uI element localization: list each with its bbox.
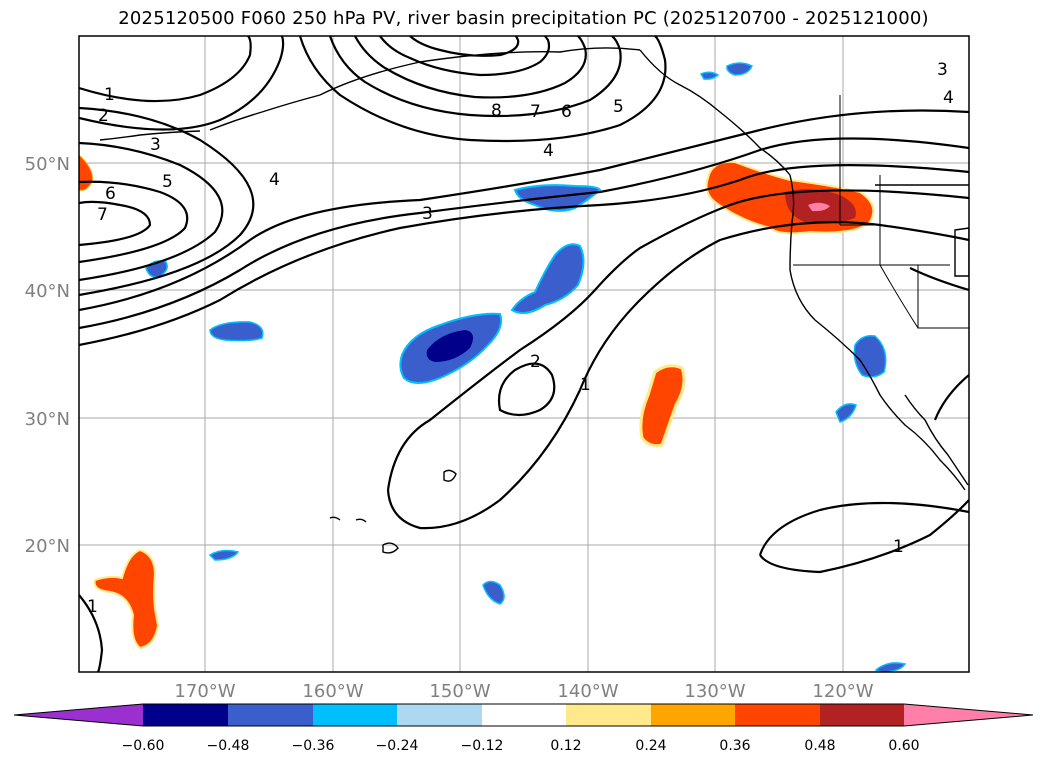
lat-label: 20°N: [25, 536, 70, 557]
lon-label: 130°W: [684, 681, 745, 702]
longitude-labels: 170°W 160°W 150°W 140°W 130°W 120°W: [174, 681, 873, 702]
contour-label: 5: [613, 97, 624, 117]
lon-label: 120°W: [812, 681, 873, 702]
precip-negative-region: [482, 580, 505, 605]
lon-label: 170°W: [174, 681, 235, 702]
colorbar-segment: [482, 704, 566, 726]
precip-negative-region: [426, 330, 474, 362]
coastlines: [99, 47, 969, 554]
colorbar-tick: 0.48: [804, 738, 835, 754]
colorbar-segment: [651, 704, 735, 726]
contour-label: 4: [269, 170, 280, 190]
lat-label: 50°N: [25, 154, 70, 175]
contour-label: 8: [491, 101, 502, 121]
colorbar-segment: [566, 704, 651, 726]
colorbar-tick: 0.12: [550, 738, 581, 754]
map-frame: [78, 35, 970, 673]
contour-label: 1: [893, 537, 904, 557]
contour-label: 6: [561, 102, 572, 122]
colorbar-tick: 0.36: [719, 738, 750, 754]
lon-label: 150°W: [429, 681, 490, 702]
colorbar-tick: −0.60: [122, 738, 165, 754]
precip-negative-region: [208, 549, 240, 561]
lon-label: 160°W: [302, 681, 363, 702]
precip-negative-region: [835, 403, 857, 423]
colorbar-tick: 0.60: [888, 738, 919, 754]
contour-label: 4: [543, 141, 554, 161]
lon-label: 140°W: [557, 681, 618, 702]
precip-negative-region: [209, 321, 264, 342]
precip-negative-region: [510, 243, 585, 315]
precip-negative-region: [699, 71, 720, 80]
colorbar-segment: [820, 704, 904, 726]
lat-label: 40°N: [25, 281, 70, 302]
contour-label: 6: [105, 184, 116, 204]
precip-positive-region: [639, 364, 686, 448]
colorbar-tick: −0.12: [461, 738, 504, 754]
colorbar-segment: [228, 704, 313, 726]
colorbar-tick: −0.48: [207, 738, 250, 754]
colorbar-segment: [313, 704, 397, 726]
contour-label: 1: [104, 85, 115, 105]
colorbar-segment: [735, 704, 820, 726]
contour-label: 3: [422, 204, 433, 224]
map-background: [79, 36, 969, 672]
precip-negative-region: [853, 334, 887, 378]
colorbar: −0.60 −0.48 −0.36 −0.24 −0.12 0.12 0.24 …: [13, 703, 1034, 754]
contour-label: 3: [937, 60, 948, 80]
contour-label: 3: [150, 135, 161, 155]
colorbar-tick: −0.36: [292, 738, 335, 754]
colorbar-tick: −0.24: [376, 738, 419, 754]
colorbar-segment: [397, 704, 482, 726]
precip-negative-region: [513, 184, 602, 212]
contour-label: 2: [530, 352, 541, 372]
contour-label: 5: [162, 172, 173, 192]
colorbar-segment: [14, 704, 143, 726]
contour-label: 1: [87, 597, 98, 617]
lat-label: 30°N: [25, 409, 70, 430]
precip-positive-region: [808, 202, 830, 212]
contour-label: 7: [97, 205, 108, 225]
colorbar-segment: [143, 704, 228, 726]
contour-label: 2: [98, 106, 109, 126]
contour-label: 7: [530, 102, 541, 122]
pv-contours: [79, 36, 969, 672]
precip-negative-region: [726, 62, 753, 76]
contour-label: 1: [580, 375, 591, 395]
state-borders: [793, 95, 969, 329]
colorbar-segment: [904, 704, 1033, 726]
precip-positive-region: [93, 548, 160, 650]
contour-label: 4: [943, 88, 954, 108]
map-title: 2025120500 F060 250 hPa PV, river basin …: [118, 8, 929, 29]
colorbar-tick: 0.24: [635, 738, 666, 754]
contour-labels: 1 2 3 4 5 6 7 8 5 6 7 4 3 2 1 1 1 3 4: [87, 60, 954, 617]
latitude-labels: 50°N 40°N 30°N 20°N: [25, 154, 70, 557]
